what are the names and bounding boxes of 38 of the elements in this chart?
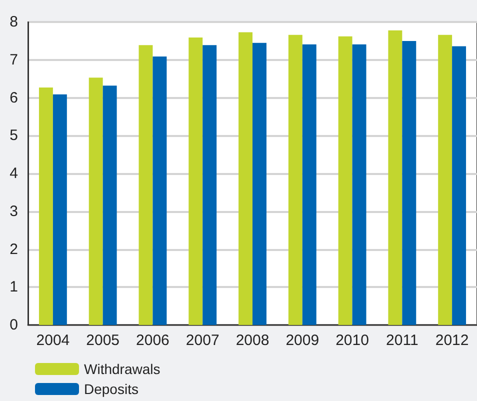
legend-label: Withdrawals: [84, 361, 160, 377]
y-tick-label: 1: [10, 278, 18, 296]
y-tick-label: 7: [10, 51, 18, 68]
x-tick-label: 2005: [86, 332, 120, 349]
bar: [402, 40, 416, 325]
bar: [438, 34, 452, 325]
bar: [38, 88, 53, 325]
bar: [238, 32, 252, 325]
bar: [102, 86, 117, 325]
bar: [152, 56, 167, 325]
bar: [188, 38, 203, 325]
x-tick-label: 2004: [36, 332, 70, 349]
bar: [252, 42, 266, 325]
bar: [452, 46, 466, 325]
y-tick-label: 0: [10, 316, 18, 334]
x-tick-label: 2008: [236, 332, 270, 349]
x-tick-label: 2007: [186, 332, 220, 349]
bar: [138, 45, 153, 325]
y-tick-label: 2: [10, 240, 18, 258]
bar: [302, 44, 316, 325]
x-tick-label: 2010: [336, 332, 369, 349]
y-tick-label: 6: [10, 89, 18, 106]
bar: [202, 45, 217, 325]
bar: [88, 78, 103, 325]
x-tick-label: 2012: [435, 332, 469, 349]
bar: [52, 94, 67, 325]
bar: [338, 36, 352, 325]
y-tick-label: 3: [10, 202, 18, 220]
bar: [288, 34, 302, 325]
x-tick-label: 2011: [386, 332, 418, 349]
legend-label: Deposits: [84, 381, 138, 397]
y-tick-label: 8: [10, 14, 18, 30]
y-tick-label: 5: [10, 127, 18, 144]
bar: [388, 30, 402, 325]
x-tick-label: 2006: [136, 332, 170, 349]
bar: [352, 44, 366, 325]
y-tick-label: 4: [10, 165, 18, 182]
x-tick-label: 2009: [286, 332, 320, 349]
